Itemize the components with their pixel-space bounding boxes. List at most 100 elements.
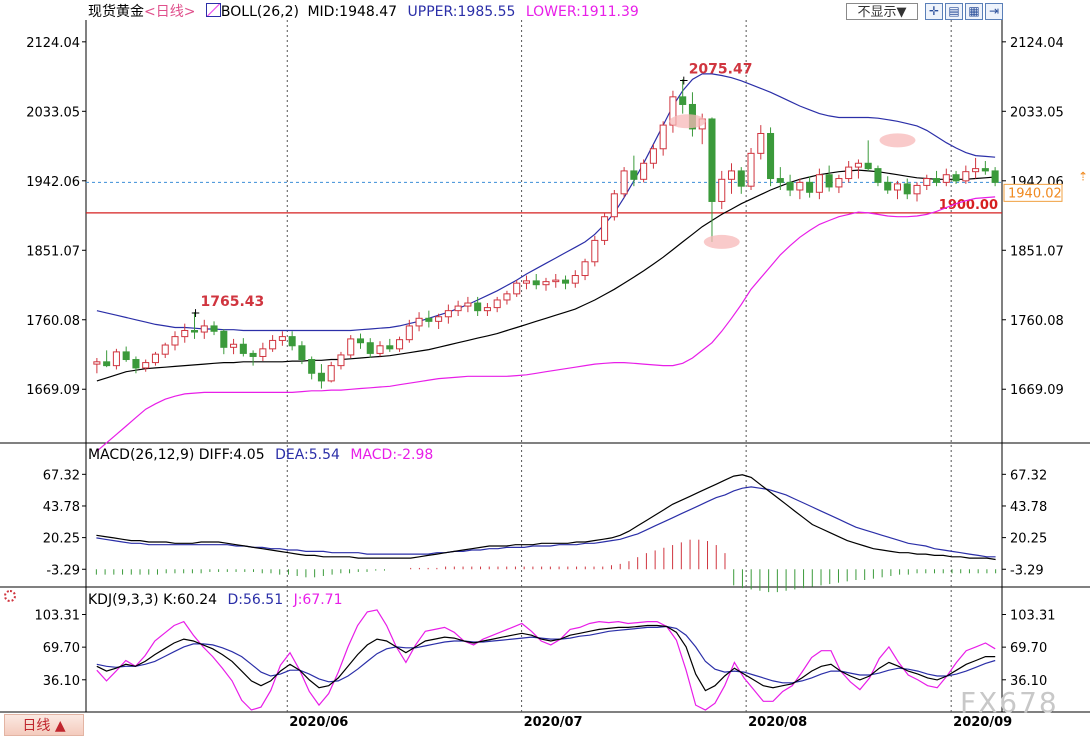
kdj-j-line [96,609,996,711]
candle-body [757,132,765,154]
candle-body [259,348,267,357]
sun-icon[interactable] [4,590,16,602]
candle-body [190,330,199,333]
period-label[interactable]: <日线> [144,4,196,20]
candle-body [737,170,745,187]
y-tick-label: 1851.07 [26,244,80,259]
macd-value: MACD:-2.98 [350,447,434,463]
candle-body [815,174,823,193]
candle-body [513,282,521,295]
boll-label: BOLL(26,2) [220,4,299,20]
candle-body [161,344,169,355]
x-tick-label: 2020/07 [524,715,583,730]
candle-body [444,310,452,318]
boll-icon [205,3,221,17]
candle-body [571,275,579,284]
table-icon[interactable]: ▤ [945,3,963,20]
candle-body [337,354,345,367]
candle-body [874,168,882,183]
candle-body [210,325,218,332]
y-tick-label: 1760.08 [26,314,80,329]
candle-body [474,302,482,312]
y-tick-label: 67.32 [43,468,80,483]
candle-body [181,330,189,338]
candle-body [249,352,257,357]
macd-dea-line [96,486,996,558]
symbol-name: 现货黄金 [88,4,144,20]
y-tick-label: 67.32 [1010,468,1047,483]
candle-body [991,170,999,183]
candle-body [893,183,902,191]
candle-body [796,181,804,191]
boll-upper-line [96,73,996,332]
crosshair-icon[interactable]: ✛ [925,3,943,20]
boll-lower-line [96,196,996,452]
candle-body [659,124,667,150]
candle-body [220,330,228,348]
kdj-j: J:67.71 [293,592,343,608]
highlight-ellipse [703,234,740,249]
grid-icon[interactable]: ▦ [965,3,983,20]
candle-body [562,279,570,284]
candle-body [718,178,726,202]
candle-body [386,345,394,350]
candle-body [679,96,687,105]
candle-body [493,299,501,309]
low-price-label: 1765.43 [201,294,265,310]
boll-mid-line [96,169,996,382]
hide-dropdown[interactable]: 不显示▼ [846,3,918,20]
period-button[interactable]: 日线 ▲ [4,714,84,736]
y-tick-label: 2124.04 [1010,36,1064,51]
candle-body [942,174,950,183]
y-tick-label: 1669.09 [1010,383,1064,398]
y-tick-label: -3.29 [1010,563,1044,578]
y-tick-label: 2033.05 [1010,105,1064,120]
candle-body [93,361,101,365]
candle-body [933,178,941,183]
candle-body [864,162,872,170]
high-marker-icon: + [679,73,689,87]
y-tick-label: 20.25 [1010,532,1047,547]
candle-body [776,178,784,183]
y-tick-label: 1942.06 [26,175,80,190]
y-tick-label: 43.78 [1010,500,1047,515]
y-tick-label: 1669.09 [26,383,80,398]
candle-body [239,343,247,354]
boll-upper: UPPER:1985.55 [407,4,516,20]
candle-body [610,193,618,218]
candle-body [884,181,892,191]
support-line-label: 1900.00 [939,198,998,213]
candle-body [454,305,462,312]
candle-body [435,316,443,322]
kdj-header: KDJ(9,3,3) K:60.24 D:56.51 J:67.71 [88,591,343,609]
candle-body [640,162,648,180]
candle-body [952,174,960,182]
candle-body [552,279,560,283]
kdj-name: KDJ(9,3,3) [88,592,159,608]
low-marker-icon: + [191,306,201,320]
candle-body [415,317,423,327]
y-tick-label: 1760.08 [1010,314,1064,329]
candle-body [503,293,511,301]
kdj-k-line [96,624,996,692]
candle-body [854,162,862,168]
candle-body [630,170,638,180]
candle-body [747,152,755,187]
candle-body [591,239,599,263]
highlight-ellipse [669,114,706,129]
candle-body [532,280,540,286]
candle-body [171,336,179,346]
candle-body [727,170,736,180]
x-tick-label: 2020/06 [289,715,348,730]
candle-body [913,184,921,195]
candle-body [425,317,433,322]
candle-body [132,359,140,369]
candle-body [581,261,589,277]
candle-body [542,281,550,286]
export-icon[interactable]: ⇥ [985,3,1003,20]
candle-body [347,338,355,356]
candle-body [298,345,306,361]
candle-body [483,307,491,312]
